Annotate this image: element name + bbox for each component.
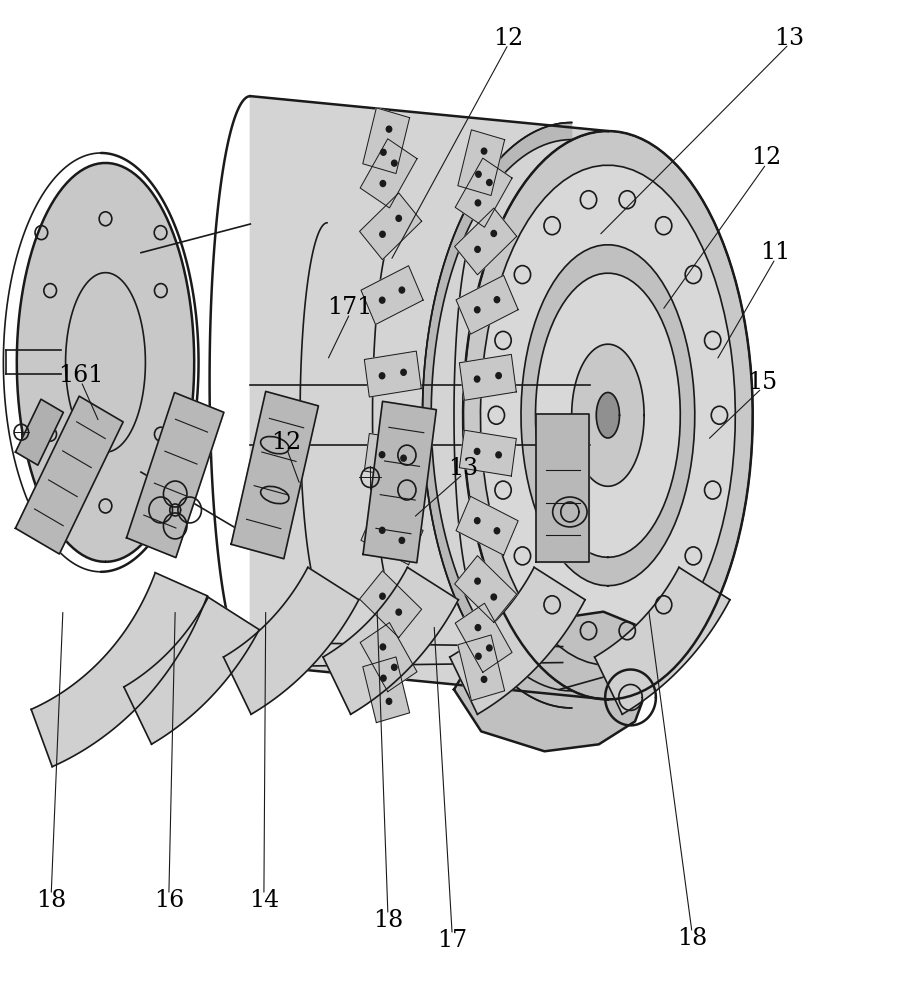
Circle shape [400, 537, 405, 543]
Polygon shape [422, 123, 572, 708]
Circle shape [494, 297, 499, 303]
Polygon shape [459, 354, 517, 400]
Polygon shape [521, 245, 695, 586]
Polygon shape [360, 571, 421, 638]
Text: 13: 13 [448, 457, 479, 480]
Polygon shape [456, 496, 518, 555]
Text: 11: 11 [760, 241, 791, 264]
Polygon shape [15, 396, 123, 554]
Circle shape [380, 527, 385, 533]
Polygon shape [364, 351, 421, 397]
Circle shape [487, 180, 492, 185]
Circle shape [487, 645, 492, 651]
Circle shape [481, 676, 487, 682]
Polygon shape [456, 275, 518, 334]
Text: 18: 18 [677, 927, 707, 950]
Polygon shape [455, 158, 512, 227]
Polygon shape [363, 657, 410, 723]
Circle shape [474, 376, 479, 382]
Circle shape [474, 448, 479, 454]
Polygon shape [455, 603, 512, 672]
Text: 13: 13 [774, 27, 804, 50]
Polygon shape [597, 393, 619, 438]
Circle shape [380, 149, 386, 155]
Polygon shape [363, 108, 410, 174]
Text: 171: 171 [327, 296, 372, 319]
Circle shape [380, 675, 386, 681]
Text: 12: 12 [751, 146, 782, 169]
Polygon shape [16, 163, 194, 562]
Circle shape [496, 452, 501, 458]
Circle shape [391, 664, 397, 670]
Circle shape [380, 231, 385, 237]
Polygon shape [449, 567, 585, 714]
Text: 18: 18 [36, 889, 66, 912]
Polygon shape [360, 139, 417, 208]
Polygon shape [363, 401, 437, 563]
Polygon shape [463, 131, 753, 699]
Circle shape [400, 287, 405, 293]
Text: 15: 15 [746, 371, 777, 394]
Circle shape [481, 148, 487, 154]
Polygon shape [15, 399, 64, 465]
Polygon shape [361, 266, 423, 325]
Polygon shape [251, 96, 607, 699]
Circle shape [475, 307, 480, 313]
Polygon shape [232, 391, 319, 559]
Polygon shape [31, 573, 207, 767]
Polygon shape [455, 208, 517, 275]
Circle shape [476, 653, 481, 659]
Polygon shape [323, 567, 459, 714]
Circle shape [491, 594, 497, 600]
Text: 17: 17 [437, 929, 468, 952]
Polygon shape [572, 344, 644, 486]
Circle shape [380, 373, 385, 379]
Text: 161: 161 [58, 364, 104, 387]
Circle shape [380, 593, 385, 599]
Circle shape [380, 452, 385, 458]
Polygon shape [595, 567, 730, 714]
Circle shape [475, 246, 480, 252]
Circle shape [386, 698, 391, 704]
Polygon shape [223, 567, 359, 714]
Polygon shape [123, 597, 259, 744]
Circle shape [475, 200, 480, 206]
Circle shape [475, 625, 480, 631]
Circle shape [476, 171, 481, 177]
Circle shape [475, 518, 480, 524]
Circle shape [496, 373, 501, 379]
Polygon shape [537, 414, 589, 562]
Circle shape [400, 455, 406, 461]
Circle shape [391, 160, 397, 166]
Polygon shape [360, 193, 421, 260]
Text: 12: 12 [493, 27, 523, 50]
Text: 14: 14 [249, 889, 279, 912]
Polygon shape [455, 556, 517, 622]
Polygon shape [364, 433, 421, 479]
Circle shape [491, 230, 497, 236]
Polygon shape [126, 393, 224, 558]
Circle shape [380, 297, 385, 303]
Circle shape [396, 215, 401, 221]
Text: 18: 18 [373, 909, 403, 932]
Polygon shape [458, 635, 505, 701]
Circle shape [475, 578, 480, 584]
Circle shape [400, 369, 406, 375]
Polygon shape [454, 612, 653, 751]
Text: 12: 12 [271, 431, 301, 454]
Polygon shape [360, 623, 417, 692]
Circle shape [386, 126, 391, 132]
Polygon shape [361, 506, 423, 565]
Polygon shape [463, 131, 753, 699]
Circle shape [380, 181, 386, 187]
Polygon shape [458, 130, 505, 196]
Circle shape [494, 528, 499, 534]
Circle shape [396, 609, 401, 615]
Polygon shape [459, 430, 517, 476]
Text: 16: 16 [153, 889, 184, 912]
Circle shape [380, 644, 386, 650]
